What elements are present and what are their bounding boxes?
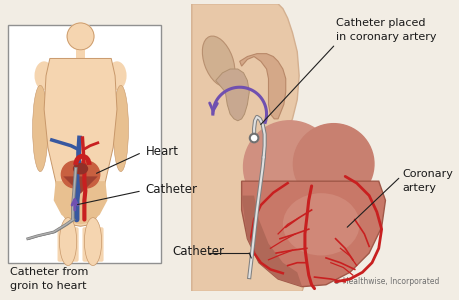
Circle shape xyxy=(73,161,100,188)
Text: Catheter placed
in coronary artery: Catheter placed in coronary artery xyxy=(335,18,435,42)
Text: © Healthwise, Incorporated: © Healthwise, Incorporated xyxy=(332,277,438,286)
Ellipse shape xyxy=(33,85,48,172)
FancyBboxPatch shape xyxy=(82,227,103,262)
Circle shape xyxy=(67,23,94,50)
Text: Catheter: Catheter xyxy=(146,183,197,196)
Text: Heart: Heart xyxy=(146,145,179,158)
FancyBboxPatch shape xyxy=(8,25,161,263)
Text: Catheter from
groin to heart: Catheter from groin to heart xyxy=(10,268,88,292)
Ellipse shape xyxy=(113,85,128,172)
Circle shape xyxy=(293,124,373,204)
Polygon shape xyxy=(44,58,117,226)
Ellipse shape xyxy=(202,36,235,87)
Text: Coronary
artery: Coronary artery xyxy=(402,169,453,193)
Ellipse shape xyxy=(34,61,54,90)
Polygon shape xyxy=(191,4,325,292)
Circle shape xyxy=(243,121,335,213)
Polygon shape xyxy=(239,54,285,119)
Ellipse shape xyxy=(73,163,88,175)
Polygon shape xyxy=(241,181,385,287)
Ellipse shape xyxy=(282,193,359,256)
Circle shape xyxy=(249,134,258,142)
Polygon shape xyxy=(191,4,440,292)
FancyBboxPatch shape xyxy=(76,47,85,58)
Ellipse shape xyxy=(59,218,77,266)
Polygon shape xyxy=(241,196,302,287)
Polygon shape xyxy=(54,181,107,224)
Polygon shape xyxy=(63,176,98,194)
Ellipse shape xyxy=(107,61,126,90)
FancyBboxPatch shape xyxy=(57,227,78,262)
Polygon shape xyxy=(215,69,249,121)
Ellipse shape xyxy=(84,218,101,266)
Circle shape xyxy=(61,161,88,188)
Text: Catheter: Catheter xyxy=(172,245,224,258)
